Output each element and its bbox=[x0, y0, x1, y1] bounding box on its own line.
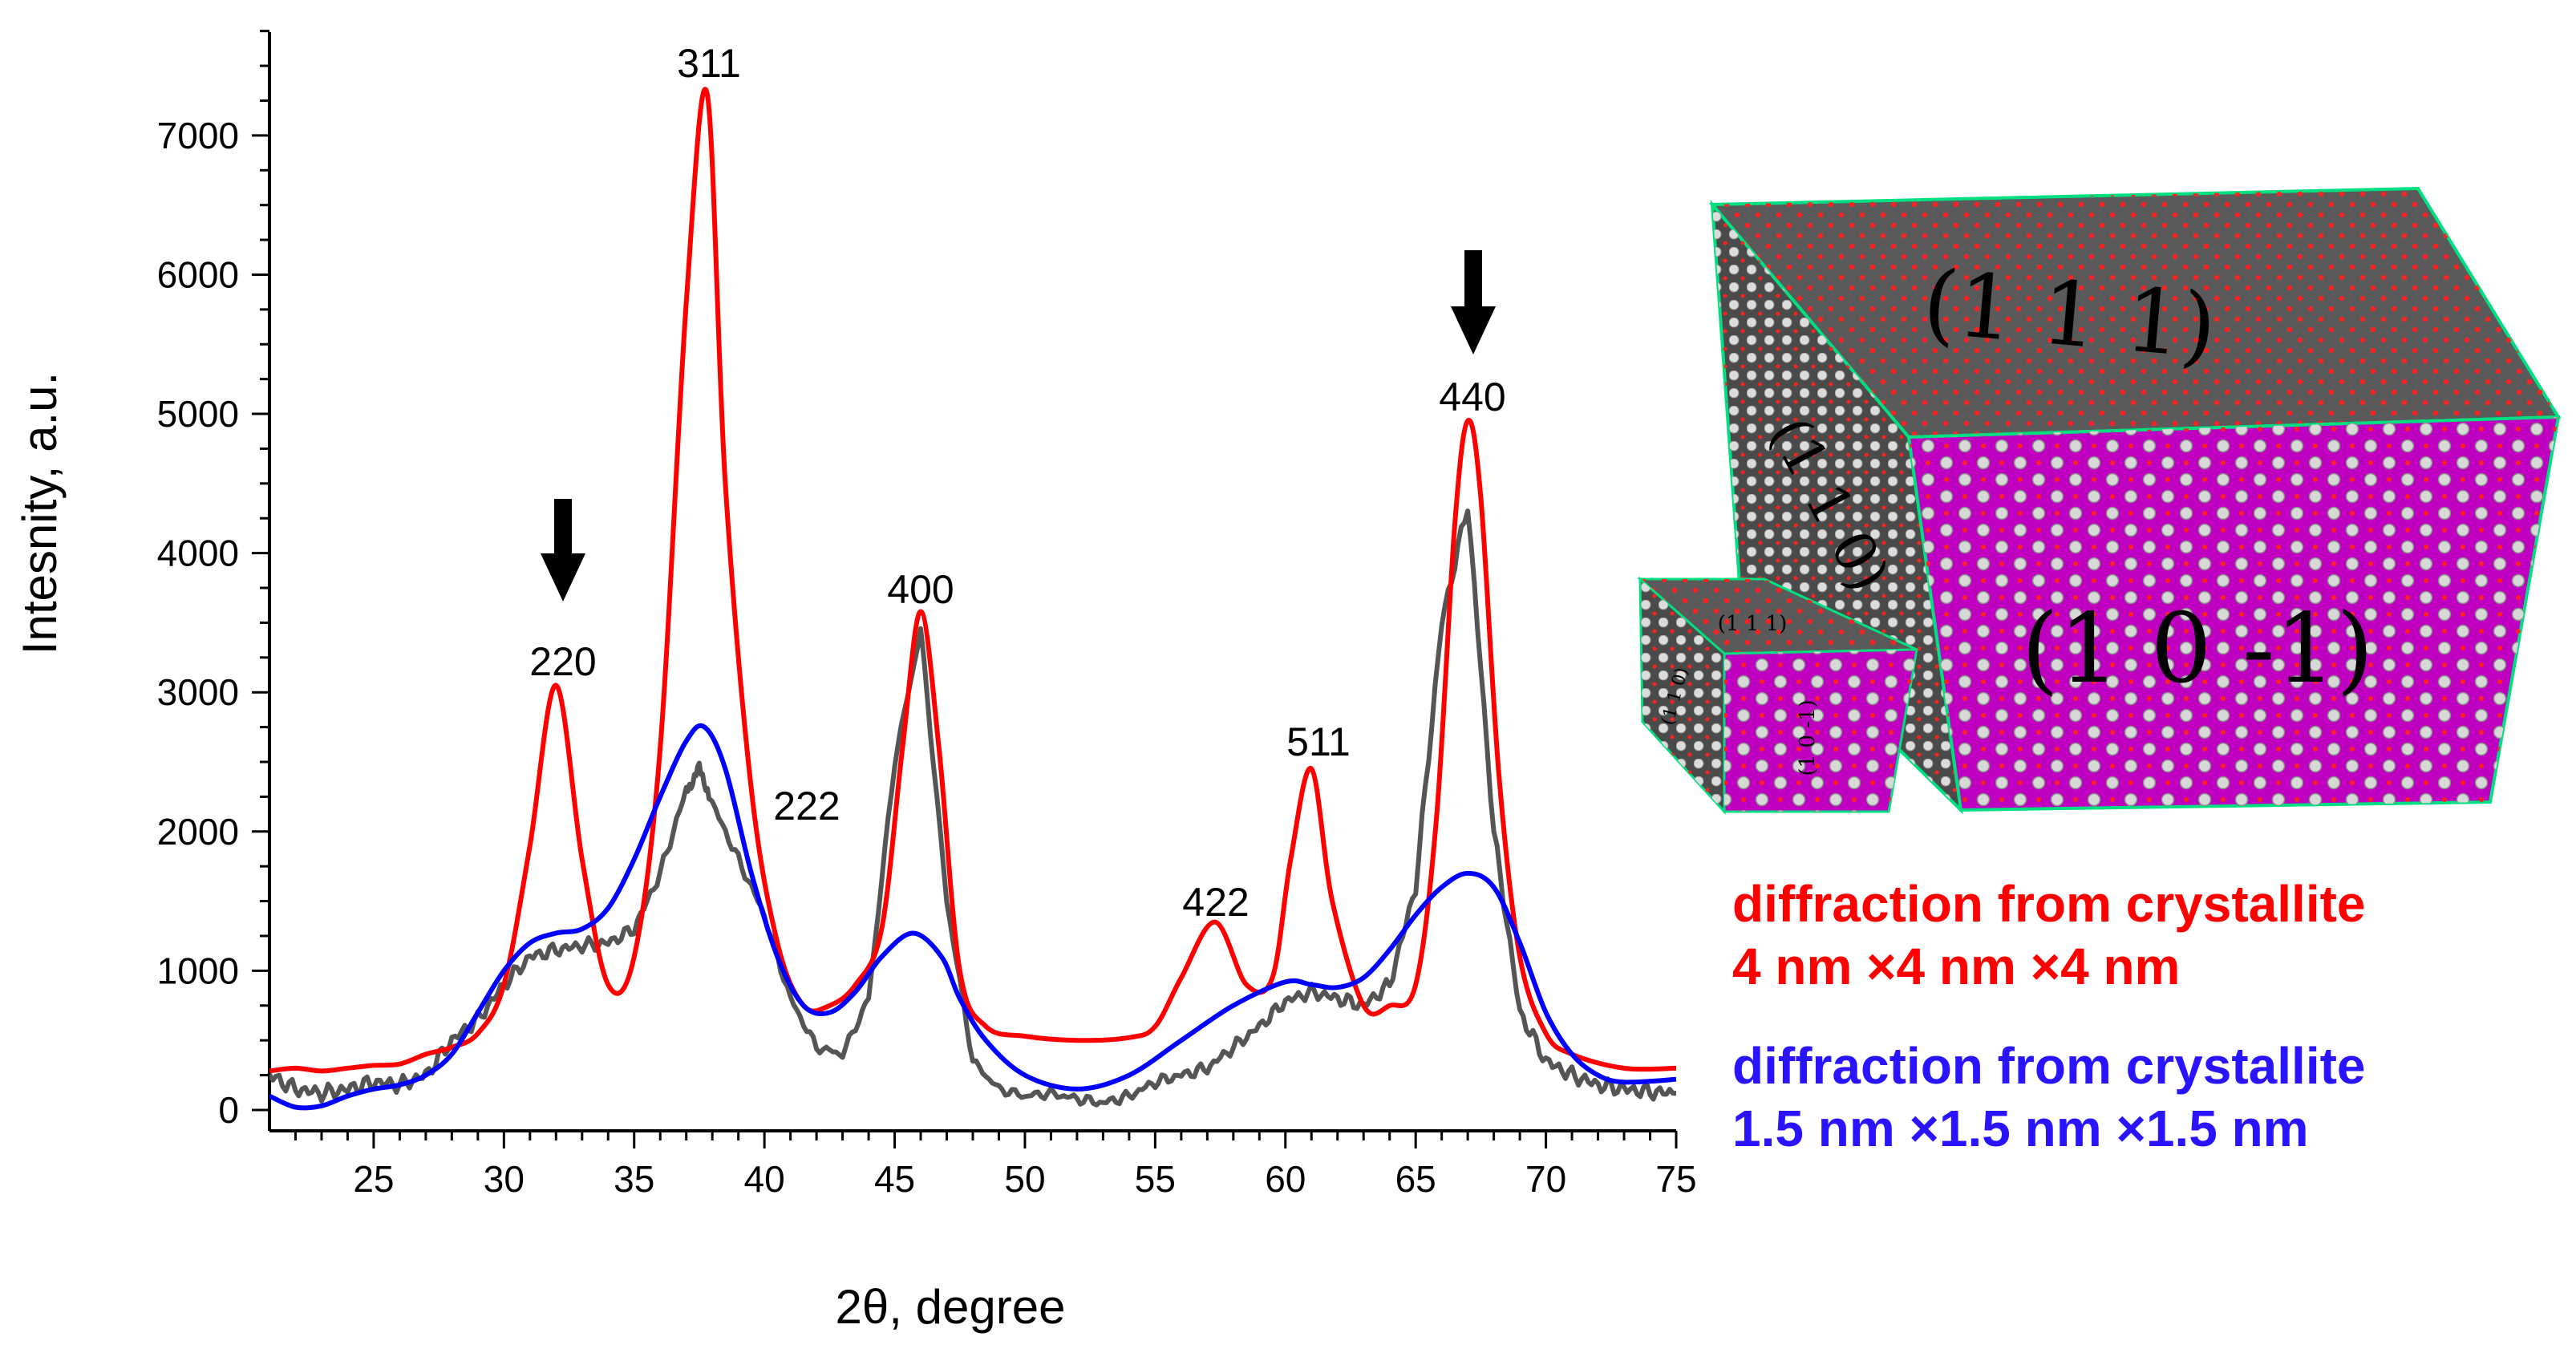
x-tick-label: 25 bbox=[353, 1158, 394, 1200]
x-tick-label: 65 bbox=[1395, 1158, 1436, 1200]
x-tick-label: 70 bbox=[1525, 1158, 1566, 1200]
legend-red: diffraction from crystallite 4 nm ×4 nm … bbox=[1732, 873, 2366, 998]
x-tick-label: 60 bbox=[1265, 1158, 1306, 1200]
y-tick-label: 2000 bbox=[157, 811, 239, 853]
y-tick-label: 5000 bbox=[157, 393, 239, 435]
down-arrow-icon bbox=[541, 499, 585, 602]
down-arrow-icon bbox=[1451, 250, 1496, 354]
plot-axes bbox=[268, 32, 1676, 1132]
peak-label-440: 440 bbox=[1439, 375, 1505, 419]
x-tick-label: 40 bbox=[744, 1158, 785, 1200]
peak-label-311: 311 bbox=[677, 41, 741, 86]
series-crystallite-1-5nm bbox=[269, 723, 1676, 1111]
data-series bbox=[269, 87, 1676, 1111]
y-tick-label: 1000 bbox=[157, 950, 239, 991]
x-tick-label: 30 bbox=[484, 1158, 525, 1200]
legend-blue-line1: diffraction from crystallite bbox=[1732, 1037, 2366, 1095]
peak-label-400: 400 bbox=[887, 567, 954, 612]
peak-annotations: 220 311 222 400 422 511 440 bbox=[529, 41, 1505, 925]
y-tick-label: 3000 bbox=[157, 671, 239, 713]
legend-red-line1: diffraction from crystallite bbox=[1732, 875, 2366, 933]
plane-label-111: (1 1 1) bbox=[1718, 612, 1787, 636]
crystallite-model-small: (1 1 1) (1 0 -1) (1 1 0) bbox=[1637, 576, 1918, 815]
peak-label-220: 220 bbox=[529, 639, 596, 684]
x-tick-label: 75 bbox=[1655, 1158, 1696, 1200]
x-tick-label: 35 bbox=[614, 1158, 654, 1200]
plane-label-111: (1 1 1) bbox=[1919, 250, 2220, 378]
peak-label-222: 222 bbox=[773, 784, 840, 828]
y-tick-label: 0 bbox=[218, 1089, 239, 1131]
axis-ticks: 25 30 35 40 45 50 55 60 65 70 75 0 1000 2000 3000 4000 5… bbox=[157, 30, 1697, 1200]
legend-red-line2: 4 nm ×4 nm ×4 nm bbox=[1732, 938, 2181, 995]
series-crystallite-4nm bbox=[269, 87, 1676, 1074]
x-tick-label: 45 bbox=[874, 1158, 915, 1200]
y-tick-label: 4000 bbox=[157, 533, 239, 574]
peak-label-422: 422 bbox=[1182, 880, 1249, 925]
y-tick-label: 7000 bbox=[157, 115, 239, 156]
legend-blue-line2: 1.5 nm ×1.5 nm ×1.5 nm bbox=[1732, 1100, 2309, 1157]
plane-label-10-1: (1 0 -1) bbox=[2021, 593, 2374, 705]
legend-blue: diffraction from crystallite 1.5 nm ×1.5… bbox=[1732, 1035, 2366, 1160]
y-axis-title: Intesnity, a.u. bbox=[13, 372, 67, 654]
x-tick-label: 50 bbox=[1004, 1158, 1045, 1200]
plane-label-10-1: (1 0 -1) bbox=[1796, 699, 1820, 776]
x-axis-title: 2θ, degree bbox=[836, 1280, 1066, 1334]
peak-label-511: 511 bbox=[1286, 719, 1351, 764]
y-tick-label: 6000 bbox=[157, 253, 239, 295]
x-tick-label: 55 bbox=[1135, 1158, 1176, 1200]
